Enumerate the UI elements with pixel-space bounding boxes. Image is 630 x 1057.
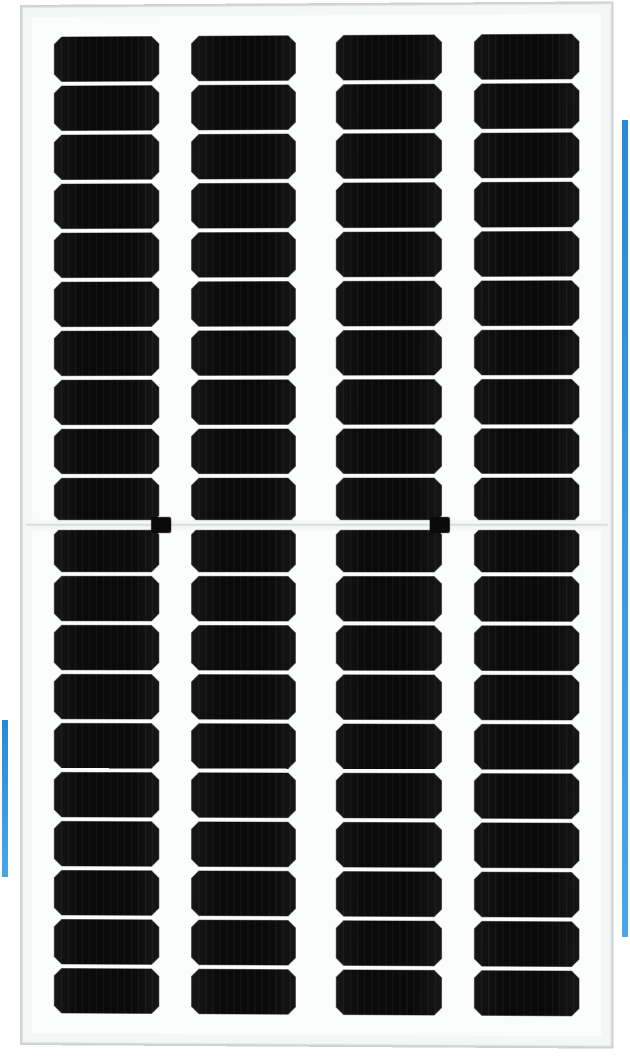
solar-cell: [474, 379, 580, 424]
solar-cell: [474, 83, 580, 129]
solar-cell: [474, 724, 580, 770]
solar-cell: [336, 330, 441, 375]
solar-cell: [191, 232, 296, 277]
solar-cell: [474, 970, 580, 1016]
solar-cell: [54, 85, 159, 131]
solar-cell: [474, 478, 580, 523]
solar-cell: [54, 331, 159, 376]
solar-cell: [54, 282, 159, 327]
solar-cell: [474, 921, 580, 967]
solar-cell: [54, 429, 159, 474]
solar-cell: [54, 674, 159, 719]
solar-cell: [191, 183, 296, 229]
solar-cell: [191, 429, 296, 474]
solar-cell: [474, 231, 580, 277]
solar-cell: [191, 576, 296, 621]
solar-cell: [191, 478, 296, 523]
solar-cell: [474, 280, 580, 326]
solar-cell: [336, 379, 441, 424]
midline-bar: [26, 524, 608, 526]
solar-cell: [191, 871, 296, 917]
solar-cell: [191, 625, 296, 670]
solar-cell: [336, 527, 441, 572]
solar-cell: [191, 35, 296, 81]
solar-cell: [474, 527, 580, 572]
solar-cell: [191, 85, 296, 131]
solar-cell: [54, 870, 159, 915]
solar-cell: [474, 182, 580, 228]
solar-cell: [336, 84, 441, 130]
solar-cell: [191, 527, 296, 572]
accent-stripe-left: [2, 720, 8, 877]
solar-cell: [191, 380, 296, 425]
solar-cell: [54, 821, 159, 866]
solar-cell: [336, 478, 441, 523]
solar-cell: [336, 675, 441, 720]
solar-cell: [191, 772, 296, 817]
panel-midline: [26, 520, 608, 530]
solar-cell: [54, 36, 159, 82]
solar-cell: [54, 134, 159, 179]
solar-cell: [336, 281, 441, 326]
solar-cell: [474, 823, 580, 869]
solar-cell: [54, 772, 159, 817]
solar-cell: [336, 773, 441, 819]
solar-cell: [54, 968, 159, 1014]
solar-cell: [336, 970, 441, 1016]
solar-cell: [191, 723, 296, 768]
solar-panel: [20, 1, 614, 1048]
solar-cell: [474, 132, 580, 178]
solar-cell: [191, 920, 296, 966]
solar-cell: [54, 183, 159, 228]
solar-cell: [336, 35, 441, 81]
solar-cell: [336, 920, 441, 966]
solar-cell: [54, 233, 159, 278]
solar-cell: [474, 773, 580, 819]
solar-cell: [336, 871, 441, 917]
solar-cell: [474, 626, 580, 671]
solar-cell: [54, 478, 159, 523]
solar-cell: [336, 576, 441, 621]
solar-cell: [474, 576, 580, 621]
solar-cell: [191, 969, 296, 1015]
junction-box: [151, 517, 171, 533]
accent-stripe-right: [622, 120, 628, 937]
solar-cell: [474, 872, 580, 918]
solar-cell: [336, 625, 441, 670]
solar-cell: [336, 724, 441, 769]
solar-cell: [336, 232, 441, 278]
solar-cell: [474, 675, 580, 720]
solar-cell: [191, 330, 296, 375]
solar-cell: [336, 133, 441, 179]
solar-cell: [336, 182, 441, 228]
panel-glass: [32, 14, 602, 1037]
solar-cell: [474, 330, 580, 375]
solar-cell: [191, 281, 296, 326]
solar-cell: [336, 429, 441, 474]
solar-cell: [191, 822, 296, 868]
solar-cell: [54, 527, 159, 572]
solar-cell: [54, 576, 159, 621]
solar-cell: [54, 625, 159, 670]
solar-cell: [474, 428, 580, 473]
junction-box: [430, 517, 450, 533]
solar-cell: [54, 380, 159, 425]
solar-cell: [191, 134, 296, 180]
solar-cell: [474, 34, 580, 80]
solar-cell: [54, 919, 159, 965]
solar-cell: [336, 822, 441, 868]
solar-cell: [54, 723, 159, 768]
solar-cell: [191, 674, 296, 719]
